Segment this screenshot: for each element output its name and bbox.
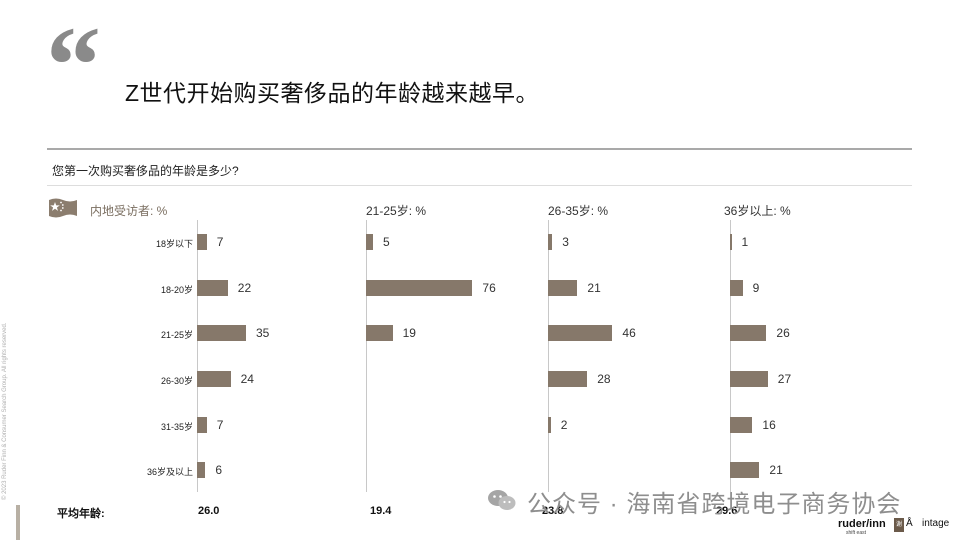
- data-label: 21: [769, 463, 783, 477]
- side-accent-bar: [16, 505, 20, 540]
- data-bar: [197, 234, 207, 250]
- data-label: 19: [402, 326, 416, 340]
- data-label: 6: [215, 463, 223, 477]
- category-label: 26-30岁: [160, 376, 193, 386]
- data-bar: [730, 325, 767, 341]
- series-axis-line: [730, 220, 731, 492]
- data-label: 35: [256, 326, 270, 340]
- question-divider: [47, 185, 912, 186]
- data-bar: [730, 462, 760, 478]
- data-label: 16: [762, 418, 776, 432]
- average-age-value: 23.8: [542, 505, 564, 517]
- data-bar: [548, 417, 551, 433]
- data-label: 46: [622, 326, 636, 340]
- data-label: 76: [482, 281, 496, 295]
- china-flag-icon: [49, 198, 77, 218]
- intage-logo: intage: [922, 518, 950, 529]
- data-bar: [548, 371, 588, 387]
- data-label: 27: [777, 372, 792, 386]
- series-title: 21-25岁: %: [366, 204, 427, 218]
- data-bar: [548, 234, 553, 250]
- data-bar: [730, 371, 768, 387]
- data-label: 7: [216, 235, 224, 249]
- watermark-text: 公众号 · 海南省跨境电子商务协会: [527, 491, 902, 518]
- survey-question: 您第一次购买奢侈品的年龄是多少?: [52, 164, 239, 178]
- average-age-value: 19.4: [370, 505, 392, 517]
- data-label: 7: [216, 418, 224, 432]
- data-label: 22: [237, 281, 252, 295]
- data-label: 24: [240, 372, 254, 386]
- category-label: 21-25岁: [160, 330, 193, 340]
- data-bar: [548, 280, 578, 296]
- series-axis-line: [197, 220, 198, 492]
- series-title: 26-35岁: %: [548, 204, 609, 218]
- data-bar: [730, 234, 732, 250]
- ruder-finn-logo: ruder/inn: [838, 518, 886, 530]
- data-bar: [197, 462, 206, 478]
- series-title: 内地受访者: %: [90, 204, 168, 218]
- data-bar: [548, 325, 613, 341]
- data-bar: [197, 417, 207, 433]
- wechat-icon: [488, 490, 516, 510]
- page-title: Z世代开始购买奢侈品的年龄越来越早。: [125, 80, 540, 106]
- data-label: 28: [597, 372, 611, 386]
- series-axis-line: [548, 220, 549, 492]
- data-bar: [730, 280, 743, 296]
- average-age-label: 平均年龄:: [57, 508, 105, 520]
- data-bar: [730, 417, 753, 433]
- category-label: 31-35岁: [160, 422, 193, 432]
- ruder-finn-logo-subtitle: shift east: [846, 530, 867, 536]
- partner-logo-glyph: Å: [906, 518, 913, 529]
- copyright-note: © 2023 Ruder Finn & Consumer Search Grou…: [2, 322, 8, 500]
- quote-mark: “: [46, 4, 101, 126]
- data-label: 21: [587, 281, 601, 295]
- series-title: 36岁以上: %: [724, 204, 791, 218]
- average-age-value: 29.6: [716, 505, 738, 517]
- title-divider: [47, 148, 912, 150]
- data-bar: [366, 234, 373, 250]
- data-bar: [366, 325, 393, 341]
- data-bar: [197, 371, 231, 387]
- data-label: 1: [741, 235, 749, 249]
- data-bar: [197, 325, 246, 341]
- data-label: 26: [776, 326, 790, 340]
- partner-logo-mark: 谢: [894, 518, 904, 532]
- data-label: 9: [752, 281, 760, 295]
- data-label: 5: [383, 235, 390, 249]
- category-label: 18-20岁: [160, 285, 193, 295]
- data-label: 3: [562, 235, 569, 249]
- category-label: 36岁及以上: [146, 467, 193, 477]
- series-axis-line: [366, 220, 367, 492]
- data-label: 2: [560, 418, 568, 432]
- data-bar: [197, 280, 228, 296]
- category-label: 18岁以下: [155, 239, 193, 249]
- average-age-value: 26.0: [198, 505, 220, 517]
- data-bar: [366, 280, 473, 296]
